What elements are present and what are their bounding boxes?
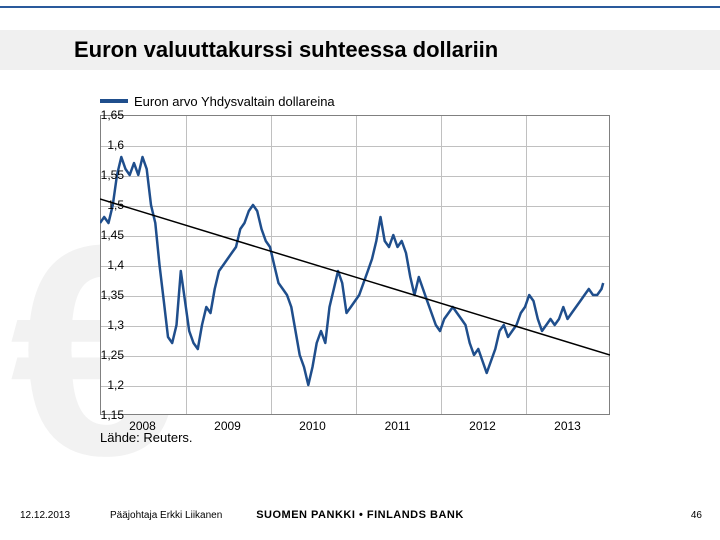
x-tick-label: 2011 [385, 419, 411, 433]
footer-date: 12.12.2013 [20, 510, 70, 521]
series-line [100, 157, 603, 385]
legend-item: Euron arvo Yhdysvaltain dollareina [100, 94, 335, 109]
y-tick-label: 1,2 [74, 378, 124, 392]
chart-container: 1,151,21,251,31,351,41,451,51,551,61,65 … [100, 115, 640, 415]
y-tick-label: 1,5 [74, 198, 124, 212]
x-tick-label: 2013 [554, 419, 581, 433]
legend-swatch [100, 99, 128, 103]
chart-svg [100, 115, 610, 415]
footer: 12.12.2013 Pääjohtaja Erkki Liikanen SUO… [0, 504, 720, 526]
legend: Euron arvo Yhdysvaltain dollareina [100, 90, 640, 109]
footer-author: Pääjohtaja Erkki Liikanen [110, 510, 222, 521]
y-tick-label: 1,65 [74, 108, 124, 122]
chart-area: Euron arvo Yhdysvaltain dollareina 1,151… [100, 90, 640, 415]
y-tick-label: 1,35 [74, 288, 124, 302]
title-band: Euron valuuttakurssi suhteessa dollariin [0, 30, 720, 70]
x-tick-label: 2012 [469, 419, 496, 433]
y-tick-label: 1,15 [74, 408, 124, 422]
y-tick-label: 1,25 [74, 348, 124, 362]
x-tick-label: 2009 [214, 419, 241, 433]
slide: € Euron valuuttakurssi suhteessa dollari… [0, 0, 720, 540]
footer-page: 46 [691, 510, 702, 521]
trend-line [100, 199, 610, 355]
y-tick-label: 1,45 [74, 228, 124, 242]
legend-label: Euron arvo Yhdysvaltain dollareina [134, 94, 335, 109]
top-rule [0, 6, 720, 8]
y-tick-label: 1,4 [74, 258, 124, 272]
y-tick-label: 1,3 [74, 318, 124, 332]
source-label: Lähde: Reuters. [100, 430, 193, 445]
x-tick-label: 2010 [299, 419, 326, 433]
footer-org: SUOMEN PANKKI • FINLANDS BANK [256, 509, 464, 521]
y-tick-label: 1,6 [74, 138, 124, 152]
y-tick-label: 1,55 [74, 168, 124, 182]
page-title: Euron valuuttakurssi suhteessa dollariin [0, 37, 498, 63]
